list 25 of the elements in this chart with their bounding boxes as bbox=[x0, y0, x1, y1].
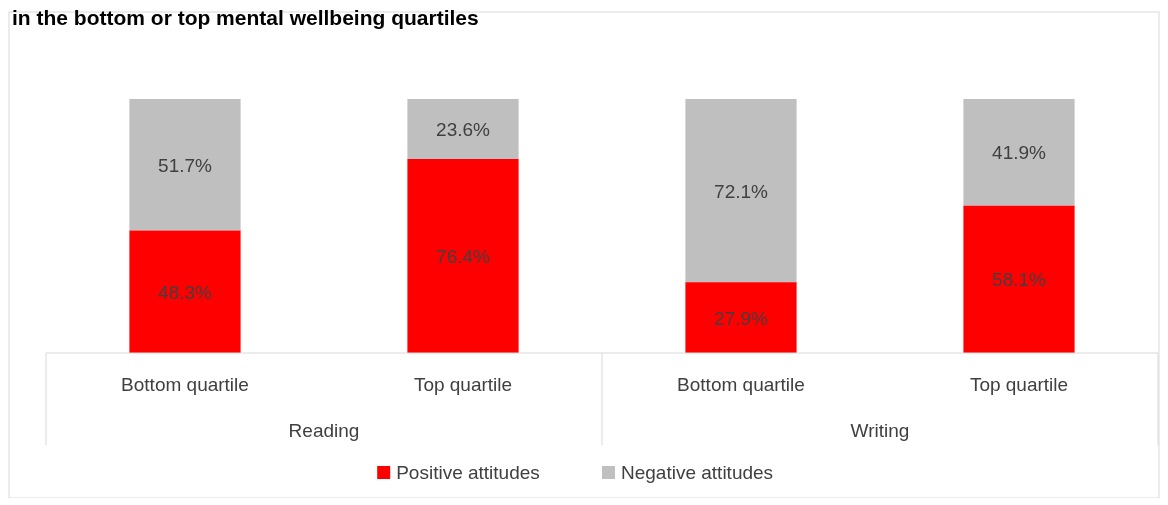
x-tick-label: Bottom quartile bbox=[121, 374, 249, 395]
bar bbox=[963, 205, 1075, 353]
legend-label: Positive attitudes bbox=[396, 462, 540, 483]
bar bbox=[685, 282, 797, 353]
data-label: 58.1% bbox=[992, 269, 1047, 291]
x-tick-label: Top quartile bbox=[413, 374, 513, 395]
bar bbox=[963, 99, 1075, 206]
data-label: 41.9% bbox=[992, 142, 1047, 164]
x-tick-label: Bottom quartile bbox=[677, 374, 805, 395]
data-label: 51.7% bbox=[158, 154, 213, 176]
x-tick-label: Top quartile bbox=[969, 374, 1069, 395]
legend-label: Negative attitudes bbox=[621, 462, 774, 483]
bar bbox=[407, 158, 519, 353]
data-label: 72.1% bbox=[714, 180, 769, 202]
data-label: 76.4% bbox=[436, 245, 491, 267]
text: Writing bbox=[850, 420, 910, 441]
bar bbox=[685, 99, 797, 283]
bar bbox=[407, 99, 519, 159]
data-label: 48.3% bbox=[158, 281, 213, 303]
text: Reading bbox=[288, 420, 360, 441]
chart-title: in the bottom or top mental wellbeing quartiles bbox=[12, 6, 479, 30]
bar bbox=[129, 230, 241, 353]
data-label: 23.6% bbox=[436, 118, 491, 140]
bar bbox=[129, 99, 241, 231]
data-label: 27.9% bbox=[714, 307, 769, 329]
